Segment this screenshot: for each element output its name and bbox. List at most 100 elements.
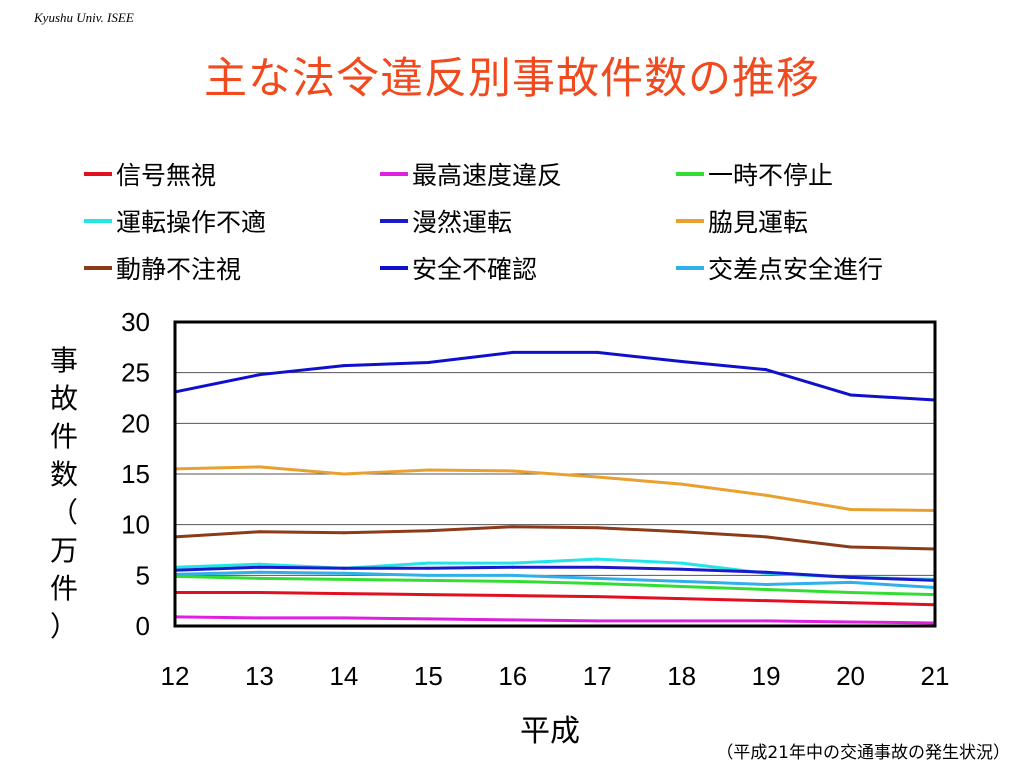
data-point <box>511 579 515 583</box>
legend-label: 信号無視 <box>116 161 217 190</box>
legend-swatch <box>380 266 408 270</box>
data-point <box>764 570 768 574</box>
data-point <box>426 566 430 570</box>
data-point <box>595 565 599 569</box>
y-tick-label: 25 <box>121 358 150 388</box>
data-point <box>849 575 853 579</box>
data-point <box>680 482 684 486</box>
data-point <box>680 567 684 571</box>
data-point <box>764 588 768 592</box>
data-point <box>680 619 684 623</box>
data-point <box>342 592 346 596</box>
data-point <box>680 597 684 601</box>
legend-label: 動静不注視 <box>116 255 242 284</box>
data-point <box>849 591 853 595</box>
legend-label: 最高速度違反 <box>412 161 563 190</box>
x-tick-label: 15 <box>414 661 443 691</box>
legend-label: 交差点安全進行 <box>708 255 884 284</box>
series-line-8 <box>174 350 936 402</box>
data-point <box>426 361 430 365</box>
data-point <box>511 350 515 354</box>
y-axis-label-char: 件 <box>49 572 78 605</box>
data-point <box>342 577 346 581</box>
data-point <box>764 493 768 497</box>
data-point <box>426 578 430 582</box>
data-point <box>257 591 261 595</box>
legend-label: 脇見運転 <box>708 208 809 237</box>
legend-swatch <box>380 219 408 223</box>
data-point <box>849 620 853 624</box>
series-line-7 <box>174 525 936 551</box>
data-point <box>257 565 261 569</box>
data-point <box>595 619 599 623</box>
data-point <box>511 525 515 529</box>
data-point <box>849 580 853 584</box>
data-point <box>680 360 684 364</box>
data-point <box>680 561 684 565</box>
legend-item: 漫然運転 <box>380 203 512 239</box>
x-tick-label: 20 <box>836 661 865 691</box>
data-point <box>680 579 684 583</box>
data-point <box>511 565 515 569</box>
legend-swatch <box>676 266 704 270</box>
y-tick-label: 30 <box>121 307 150 337</box>
data-point <box>342 571 346 575</box>
data-point <box>257 530 261 534</box>
legend-swatch <box>676 172 704 176</box>
legend-item: 動静不注視 <box>84 250 241 286</box>
x-tick-label: 14 <box>329 661 358 691</box>
legend-label: 運転操作不適 <box>116 208 267 237</box>
y-tick-label: 10 <box>121 510 150 540</box>
data-point <box>257 570 261 574</box>
data-point <box>342 616 346 620</box>
data-point <box>849 545 853 549</box>
y-axis-label-char: ） <box>49 610 78 643</box>
data-point <box>511 594 515 598</box>
x-tick-label: 12 <box>161 661 190 691</box>
legend-item: 運転操作不適 <box>84 203 266 239</box>
data-point <box>426 468 430 472</box>
data-point <box>426 561 430 565</box>
legend-swatch <box>676 219 704 223</box>
data-point <box>849 507 853 511</box>
y-axis-label-char: （ <box>49 496 78 529</box>
data-point <box>595 526 599 530</box>
x-tick-label: 21 <box>921 661 950 691</box>
data-point <box>511 469 515 473</box>
y-axis-label-char: 事 <box>49 344 78 377</box>
source-note: （平成21年中の交通事故の発生状況） <box>716 743 1010 763</box>
legend-swatch <box>84 266 112 270</box>
y-tick-label: 20 <box>121 408 150 438</box>
data-point <box>595 576 599 580</box>
series-line-3 <box>174 574 936 597</box>
y-tick-label: 15 <box>121 459 150 489</box>
data-point <box>764 582 768 586</box>
y-axis-label-char: 万 <box>49 534 78 567</box>
data-point <box>764 599 768 603</box>
series-line-5 <box>174 565 936 582</box>
x-tick-label: 13 <box>245 661 274 691</box>
data-point <box>595 350 599 354</box>
data-point <box>426 573 430 577</box>
legend-swatch <box>84 219 112 223</box>
data-point <box>849 393 853 397</box>
data-point <box>764 535 768 539</box>
series-line-6 <box>174 465 936 512</box>
x-tick-label: 19 <box>752 661 781 691</box>
y-axis-label-char: 故 <box>49 382 78 415</box>
data-point <box>342 531 346 535</box>
data-point <box>595 475 599 479</box>
x-tick-label: 18 <box>667 661 696 691</box>
data-point <box>342 364 346 368</box>
data-point <box>680 530 684 534</box>
data-point <box>595 581 599 585</box>
data-point <box>511 561 515 565</box>
data-point <box>426 617 430 621</box>
y-tick-label: 5 <box>136 560 150 590</box>
plot-area-frame <box>173 320 937 628</box>
x-tick-label: 16 <box>498 661 527 691</box>
data-point <box>764 619 768 623</box>
data-point <box>680 584 684 588</box>
data-point <box>342 566 346 570</box>
